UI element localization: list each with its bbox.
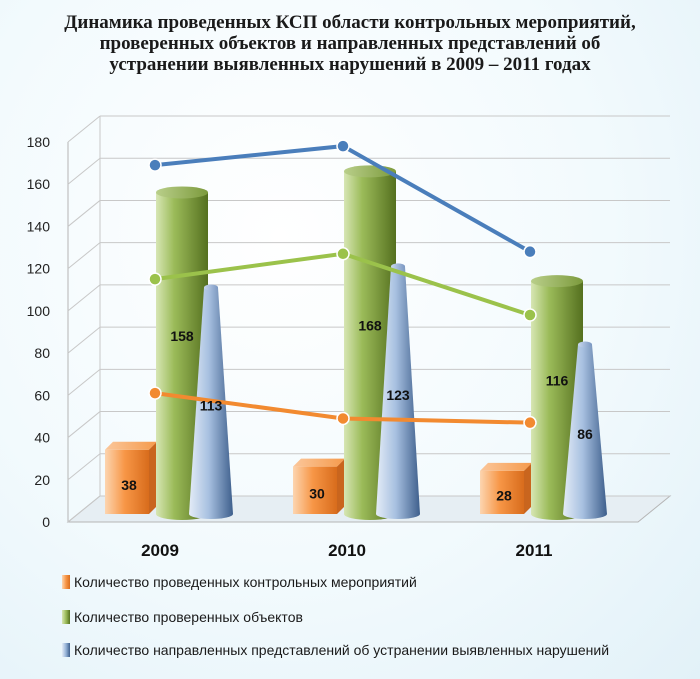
trend-lines — [148, 139, 537, 430]
gridline-side — [67, 115, 101, 143]
gridline-side — [67, 157, 101, 185]
y-tick-label: 80 — [34, 345, 50, 361]
trend-marker — [148, 272, 162, 286]
trend-marker — [523, 415, 537, 430]
data-label: 113 — [200, 398, 223, 414]
bar-representations — [563, 344, 607, 519]
bar-objects-top — [531, 275, 583, 288]
bar-controls-side — [337, 458, 345, 514]
y-tick-label: 0 — [42, 514, 50, 530]
trend-marker — [148, 158, 162, 172]
data-label: 86 — [577, 426, 593, 442]
data-label: 116 — [546, 373, 569, 389]
legend-label: Количество проверенных объектов — [74, 609, 303, 625]
bar-representations — [189, 287, 233, 519]
bar-controls-top — [293, 458, 345, 467]
trend-marker — [148, 386, 162, 400]
y-tick-label: 120 — [27, 261, 51, 277]
bars — [105, 165, 607, 521]
chart-area: 0 20 40 60 80 100 120 140 160 180 2009 2010 2011 38 1… — [27, 115, 672, 560]
x-category-label: 2009 — [141, 541, 179, 560]
legend-item-controls: Количество проведенных контрольных мероп… — [62, 572, 682, 592]
legend-item-objects: Количество проверенных объектов — [62, 607, 682, 627]
gridline-side — [67, 495, 101, 523]
bar-controls-side — [524, 462, 532, 514]
y-tick-label: 100 — [27, 303, 51, 319]
x-category-label: 2011 — [516, 541, 553, 560]
y-tick-label: 60 — [34, 387, 50, 403]
data-label: 123 — [386, 387, 410, 403]
trend-line — [153, 144, 532, 254]
bar-controls — [293, 466, 337, 514]
legend-swatch-blue — [62, 643, 70, 657]
trend-marker — [336, 247, 350, 261]
data-label: 158 — [170, 328, 194, 344]
bar-representations-top — [204, 284, 218, 291]
bar-controls — [105, 449, 149, 514]
gridline-side — [67, 368, 101, 396]
chart-title: Динамика проведенных КСП области контрол… — [64, 12, 636, 75]
bar-controls-top — [105, 441, 157, 450]
bar-controls — [480, 470, 524, 514]
x-category-label: 2010 — [328, 541, 366, 560]
legend-swatch-green — [62, 610, 70, 624]
legend-item-representations: Количество направленных представлений об… — [62, 640, 682, 660]
value-axis: 0 20 40 60 80 100 120 140 160 180 2009 2010 2011 — [27, 134, 553, 560]
y-tick-label: 40 — [34, 430, 50, 446]
y-tick-label: 180 — [27, 134, 51, 150]
gridline-side — [67, 200, 101, 227]
data-labels: 38 158 113 30 168 123 28 116 86 — [121, 318, 593, 504]
trend-marker — [336, 411, 350, 426]
gridline-side — [67, 326, 101, 354]
data-label: 168 — [358, 318, 382, 334]
bar-controls-top — [480, 462, 532, 471]
bar-controls-side — [149, 441, 157, 514]
trend-marker — [523, 244, 537, 259]
y-tick-label: 160 — [27, 176, 51, 192]
legend-label: Количество направленных представлений об… — [74, 642, 610, 658]
bar-objects-top — [156, 186, 208, 199]
bar-representations-top — [578, 341, 592, 348]
gridline-side — [67, 453, 101, 481]
gridline-side — [67, 411, 101, 438]
y-tick-label: 140 — [27, 218, 51, 234]
data-label: 30 — [309, 485, 325, 501]
gridline-side — [67, 242, 101, 270]
legend-swatch-orange — [62, 575, 70, 589]
bar-representations — [376, 266, 420, 519]
trend-marker — [523, 308, 537, 322]
gridline-side — [67, 284, 101, 312]
legend-label: Количество проведенных контрольных мероп… — [74, 574, 417, 590]
data-label: 28 — [496, 487, 512, 503]
data-label: 38 — [121, 477, 137, 493]
y-tick-label: 20 — [34, 472, 50, 488]
bar-representations-top — [391, 263, 405, 270]
trend-marker — [336, 139, 350, 153]
